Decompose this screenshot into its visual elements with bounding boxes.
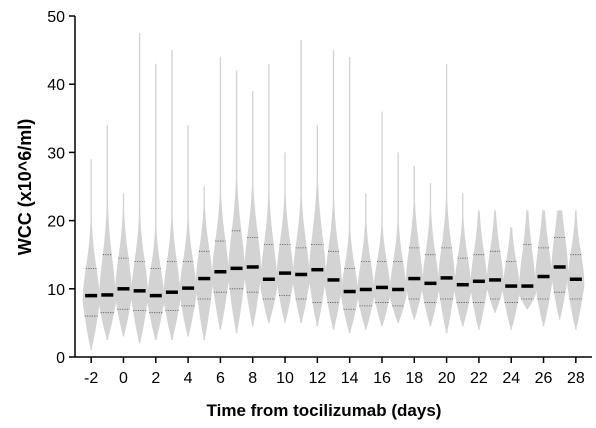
violin-day-2 [147, 63, 165, 340]
violin-day-6 [211, 56, 229, 330]
violin-day-10 [276, 152, 294, 323]
violins-layer [82, 33, 585, 351]
violin-day-9 [260, 63, 278, 323]
violin-day-22 [470, 210, 488, 330]
x-tick-label: 28 [567, 370, 585, 387]
x-tick-label: 4 [184, 370, 193, 387]
x-tick-label: 2 [151, 370, 160, 387]
violin-day-13 [325, 50, 342, 330]
y-tick-label: 0 [56, 350, 65, 367]
x-tick-label: 16 [373, 370, 391, 387]
violin-day-27 [551, 210, 569, 320]
y-tick-label: 20 [47, 214, 65, 231]
x-tick-label: 12 [308, 370, 326, 387]
x-tick-label: 10 [276, 370, 294, 387]
x-axis-title: Time from tocilizumab (days) [207, 401, 442, 420]
x-tick-label: 24 [502, 370, 520, 387]
violin-day--2 [82, 159, 100, 351]
violin-day-12 [308, 125, 326, 327]
x-tick-label: 0 [119, 370, 128, 387]
x-tick-label: 8 [248, 370, 257, 387]
violin-day-17 [389, 152, 407, 323]
violin-day-20 [438, 63, 456, 334]
y-tick-label: 40 [47, 77, 65, 94]
violin-day-16 [373, 111, 391, 327]
violin-day-25 [518, 210, 536, 310]
violin-day-3 [163, 50, 181, 340]
violin-day-24 [502, 227, 520, 330]
violin-day-8 [244, 91, 262, 327]
x-tick-label: 6 [216, 370, 225, 387]
x-tick-label: 20 [438, 370, 456, 387]
y-axis-title: WCC (x10^6/ml) [15, 119, 35, 256]
violin-day-1 [131, 33, 149, 344]
violin-day-0 [114, 193, 132, 337]
violin-day-26 [535, 210, 553, 327]
x-tick-label: 14 [341, 370, 359, 387]
x-tick-label: 26 [535, 370, 553, 387]
violin-day-21 [454, 193, 472, 327]
y-tick-label: 30 [47, 145, 65, 162]
violin-day-28 [567, 210, 585, 330]
x-tick-label: 18 [405, 370, 423, 387]
violin-day-18 [405, 166, 423, 320]
violin-day-5 [195, 186, 213, 340]
violin-day-4 [179, 125, 197, 337]
violin-day--1 [98, 125, 116, 340]
violin-day-23 [486, 210, 504, 313]
x-tick-label: -2 [84, 370, 98, 387]
y-tick-label: 10 [47, 282, 65, 299]
violin-day-11 [292, 39, 310, 323]
violin-day-7 [228, 70, 246, 334]
y-tick-label: 50 [47, 9, 65, 26]
x-tick-label: 22 [470, 370, 488, 387]
violin-day-14 [341, 56, 359, 334]
